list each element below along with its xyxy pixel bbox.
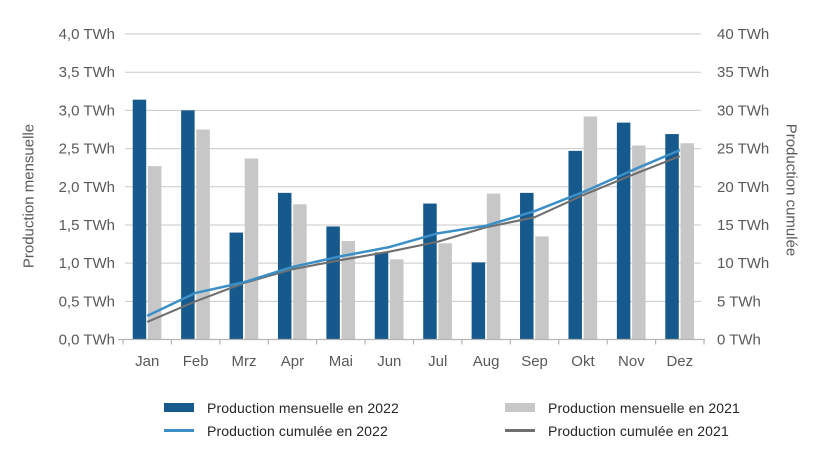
month-label: Jun <box>377 353 401 370</box>
right-axis-tick-label: 10 TWh <box>717 255 769 272</box>
legend-line-swatch <box>164 429 194 432</box>
legend-item: Production mensuelle en 2022 <box>164 396 399 419</box>
bar-mensuelle-2021 <box>632 145 646 340</box>
bar-mensuelle-2022 <box>568 150 582 340</box>
bar-mensuelle-2021 <box>486 193 501 340</box>
month-label: Jul <box>428 353 447 370</box>
left-axis-tick-label: 1,5 TWh <box>59 217 115 234</box>
legend-line-swatch <box>505 429 535 432</box>
right-axis-tick-label: 40 TWh <box>717 26 769 43</box>
legend-item: Production mensuelle en 2021 <box>505 396 740 419</box>
right-axis-tick-label: 25 TWh <box>717 141 769 158</box>
right-axis-tick-label: 35 TWh <box>717 64 769 81</box>
bar-mensuelle-2021 <box>147 166 162 340</box>
cumulative-line-2021 <box>146 155 681 323</box>
month-label: Mai <box>329 353 353 370</box>
month-label: Apr <box>281 353 304 370</box>
bar-mensuelle-2022 <box>374 252 389 340</box>
right-axis-tick-label: 0 TWh <box>717 332 761 349</box>
left-axis-tick-label: 1,0 TWh <box>59 255 115 272</box>
month-label: Nov <box>618 353 645 370</box>
bar-mensuelle-2021 <box>438 243 452 340</box>
left-axis-tick-label: 2,5 TWh <box>59 141 115 158</box>
bar-mensuelle-2022 <box>181 110 195 340</box>
bar-mensuelle-2021 <box>680 143 694 340</box>
bar-mensuelle-2021 <box>196 129 210 340</box>
right-axis-tick-label: 20 TWh <box>717 179 769 196</box>
bar-mensuelle-2022 <box>471 262 486 340</box>
bar-mensuelle-2022 <box>277 192 292 340</box>
legend-label: Production cumulée en 2021 <box>548 422 729 439</box>
left-axis-tick-label: 3,0 TWh <box>59 102 115 119</box>
bar-mensuelle-2021 <box>341 240 356 340</box>
left-axis-tick-label: 3,5 TWh <box>59 64 115 81</box>
bar-mensuelle-2021 <box>244 158 259 340</box>
legend-label: Production cumulée en 2022 <box>207 422 388 439</box>
legend-label: Production mensuelle en 2021 <box>548 399 740 416</box>
bar-mensuelle-2022 <box>326 226 340 340</box>
right-axis-tick-label: 5 TWh <box>717 293 761 310</box>
month-label: Jan <box>135 353 159 370</box>
month-label: Okt <box>571 353 595 370</box>
bar-mensuelle-2022 <box>520 192 534 340</box>
left-axis-tick-label: 2,0 TWh <box>59 179 115 196</box>
legend-item: Production cumulée en 2021 <box>505 419 740 442</box>
month-label: Mrz <box>232 353 257 370</box>
bar-mensuelle-2021 <box>293 204 307 340</box>
bar-mensuelle-2022 <box>665 134 679 340</box>
left-axis-tick-label: 0,5 TWh <box>59 293 115 310</box>
bar-mensuelle-2022 <box>616 122 631 340</box>
right-axis-tick-label: 15 TWh <box>717 217 769 234</box>
month-label: Sep <box>521 353 548 370</box>
left-axis-tick-label: 0,0 TWh <box>59 332 115 349</box>
legend-item: Production cumulée en 2022 <box>164 419 399 442</box>
cumulative-line-2022 <box>146 148 681 317</box>
bar-mensuelle-2021 <box>535 236 549 340</box>
left-axis-tick-label: 4,0 TWh <box>59 26 115 43</box>
bar-mensuelle-2022 <box>423 203 437 340</box>
bar-mensuelle-2021 <box>389 259 404 340</box>
right-axis-tick-label: 30 TWh <box>717 102 769 119</box>
legend-label: Production mensuelle en 2022 <box>207 399 399 416</box>
month-label: Feb <box>183 353 209 370</box>
month-label: Aug <box>473 353 500 370</box>
legend-column: Production mensuelle en 2022 Production c… <box>164 396 399 442</box>
bar-mensuelle-2022 <box>132 99 147 340</box>
legend-bar-swatch <box>505 403 535 412</box>
month-label: Dez <box>666 353 693 370</box>
legend-bar-swatch <box>164 403 194 412</box>
legend-column: Production mensuelle en 2021 Production c… <box>505 396 740 442</box>
bar-mensuelle-2021 <box>583 116 598 340</box>
